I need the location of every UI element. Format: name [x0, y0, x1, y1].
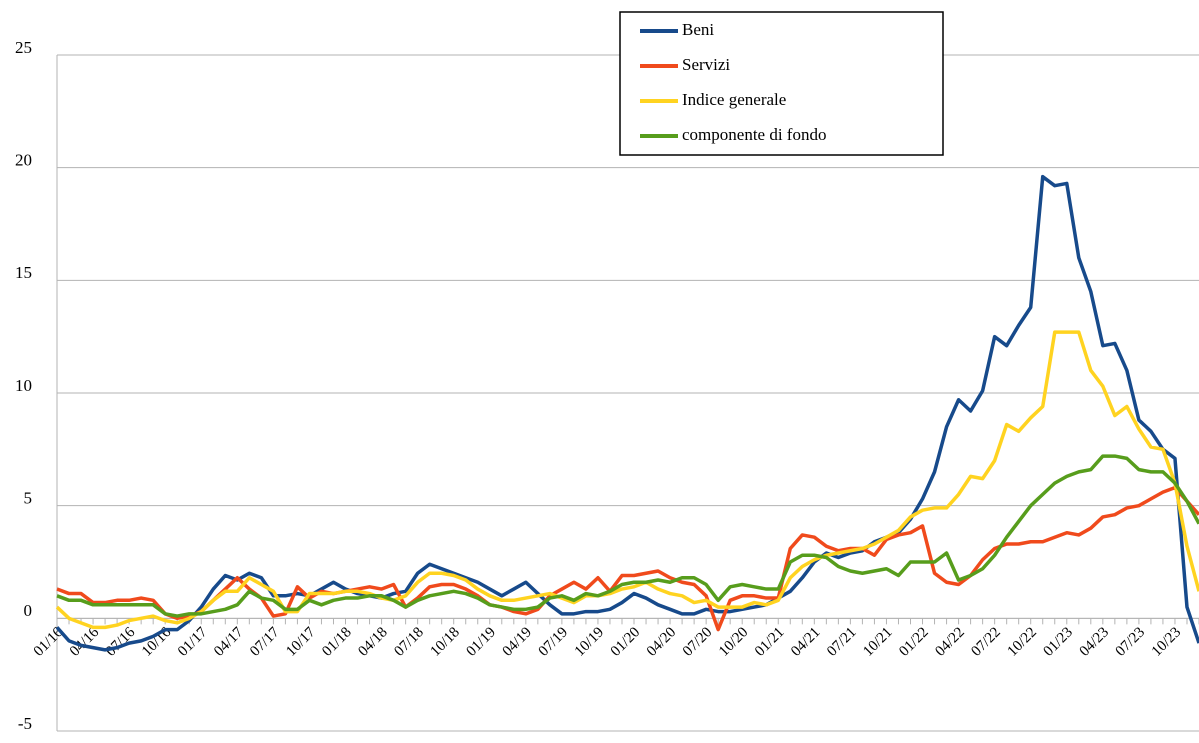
y-tick-label: -5 — [18, 714, 32, 733]
y-tick-label: 20 — [15, 151, 32, 170]
x-tick-label: 10/22 — [1004, 624, 1039, 659]
y-tick-label: 5 — [24, 489, 33, 508]
x-tick-label: 10/17 — [283, 624, 319, 660]
x-tick-label: 04/20 — [644, 624, 679, 659]
x-tick-label: 04/17 — [211, 624, 247, 660]
x-tick-label: 04/18 — [355, 624, 390, 659]
x-tick-label: 04/19 — [500, 624, 535, 659]
x-tick-label: 07/17 — [247, 624, 283, 660]
series-line — [55, 174, 1199, 652]
legend-label: Beni — [682, 20, 714, 39]
x-tick-label: 01/20 — [608, 624, 643, 659]
x-tick-label: 10/18 — [427, 624, 462, 659]
x-tick-label: 07/20 — [680, 624, 715, 659]
x-tick-label: 01/22 — [896, 624, 931, 659]
legend-label: componente di fondo — [682, 125, 826, 144]
y-tick-label: 10 — [15, 376, 32, 395]
series-line — [56, 454, 1199, 618]
x-tick-label: 01/18 — [319, 624, 354, 659]
x-tick-label: 10/20 — [716, 624, 751, 659]
legend: Beni Servizi Indice generale componente di … — [619, 11, 944, 156]
y-tick-label: 0 — [24, 601, 33, 620]
y-tick-label: 25 — [15, 38, 32, 57]
x-tick-label: 01/21 — [752, 624, 787, 659]
x-tick-label: 07/19 — [536, 624, 571, 659]
y-tick-label: 15 — [15, 263, 32, 282]
x-tick-label: 10/21 — [860, 624, 895, 659]
legend-frame — [619, 11, 944, 156]
legend-label: Servizi — [682, 55, 730, 74]
x-tick-label: 04/21 — [788, 624, 823, 659]
series-line — [56, 485, 1199, 632]
x-tick-label: 07/22 — [968, 624, 1003, 659]
x-tick-label: 07/21 — [824, 624, 859, 659]
x-tick-label: 07/18 — [391, 624, 426, 659]
x-tick-label: 01/19 — [464, 624, 499, 659]
x-tick-label: 01/16 — [31, 624, 67, 660]
x-tick-label: 07/23 — [1113, 624, 1148, 659]
x-tick-label: 04/23 — [1077, 624, 1112, 659]
x-tick-label: 10/23 — [1149, 624, 1184, 659]
x-tick-label: 01/23 — [1041, 624, 1076, 659]
x-tick-label: 04/22 — [932, 624, 967, 659]
series-line — [55, 330, 1199, 630]
x-tick-label: 10/19 — [572, 624, 607, 659]
legend-label: Indice generale — [682, 90, 786, 109]
